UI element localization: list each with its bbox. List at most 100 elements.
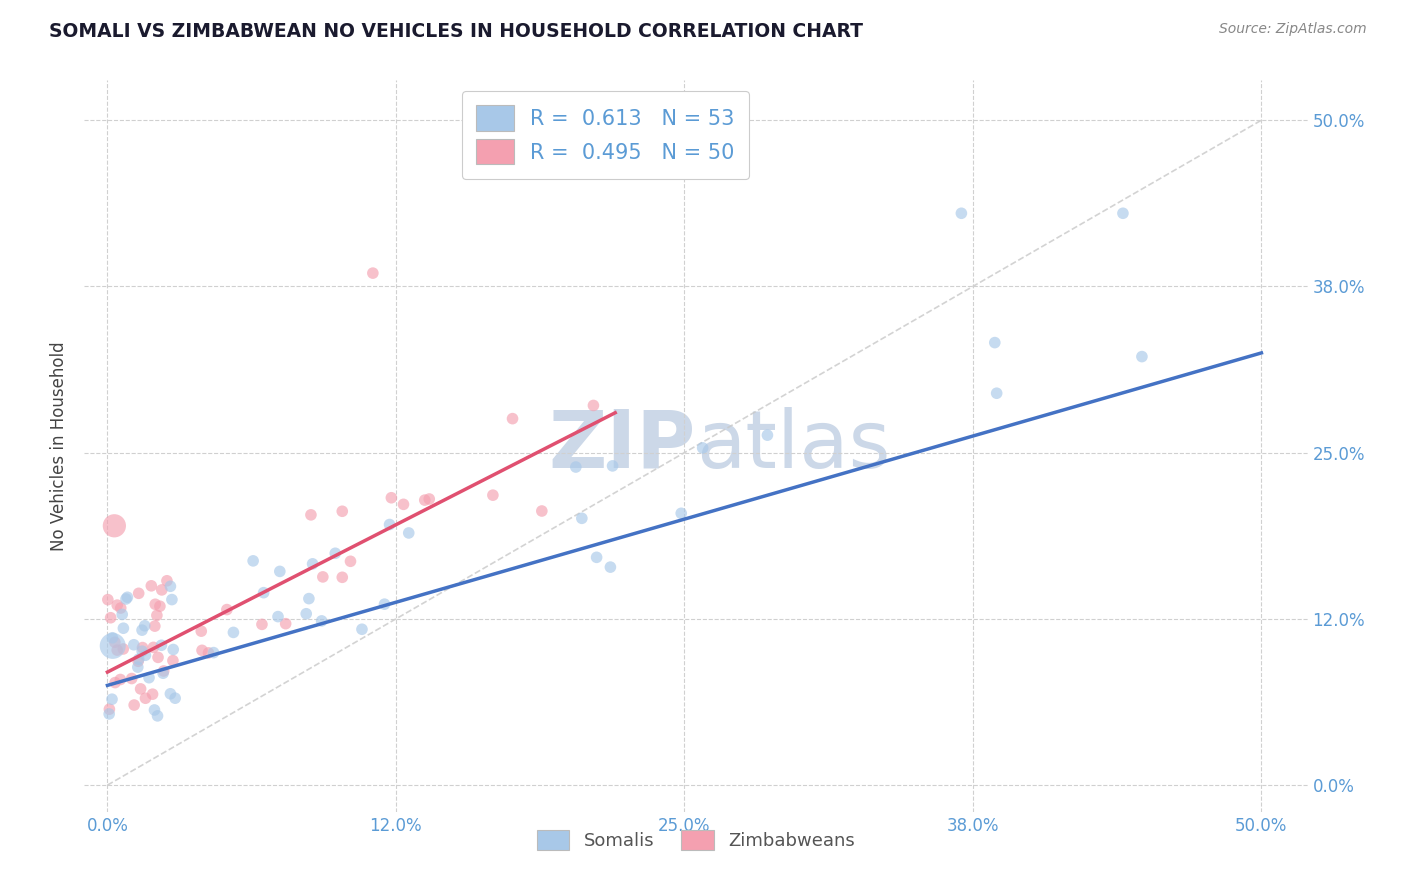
- Point: [571, 511, 593, 525]
- Point: [530, 504, 553, 518]
- Point: [103, 518, 125, 533]
- Point: [599, 560, 621, 574]
- Point: [138, 671, 160, 685]
- Point: [150, 638, 173, 652]
- Point: [112, 642, 135, 657]
- Point: [253, 585, 276, 599]
- Point: [131, 640, 153, 655]
- Point: [165, 691, 187, 706]
- Point: [269, 565, 291, 579]
- Point: [143, 703, 166, 717]
- Point: [146, 709, 169, 723]
- Point: [1130, 350, 1153, 364]
- Text: SOMALI VS ZIMBABWEAN NO VEHICLES IN HOUSEHOLD CORRELATION CHART: SOMALI VS ZIMBABWEAN NO VEHICLES IN HOUS…: [49, 22, 863, 41]
- Point: [101, 631, 124, 645]
- Point: [104, 675, 127, 690]
- Point: [149, 599, 172, 614]
- Point: [301, 557, 323, 571]
- Text: ZIP: ZIP: [548, 407, 696, 485]
- Point: [134, 691, 156, 706]
- Point: [111, 607, 134, 622]
- Point: [585, 550, 607, 565]
- Point: [312, 570, 335, 584]
- Point: [131, 623, 153, 637]
- Point: [98, 702, 121, 716]
- Point: [105, 643, 128, 657]
- Point: [127, 660, 149, 674]
- Point: [413, 493, 436, 508]
- Point: [295, 607, 318, 621]
- Point: [143, 619, 166, 633]
- Point: [950, 206, 973, 220]
- Point: [100, 611, 122, 625]
- Point: [131, 644, 153, 658]
- Point: [378, 517, 401, 532]
- Point: [602, 458, 624, 473]
- Legend: Somalis, Zimbabweans: Somalis, Zimbabweans: [530, 823, 862, 857]
- Point: [142, 640, 165, 655]
- Point: [104, 635, 127, 649]
- Text: Source: ZipAtlas.com: Source: ZipAtlas.com: [1219, 22, 1367, 37]
- Point: [152, 666, 174, 681]
- Point: [502, 411, 524, 425]
- Text: atlas: atlas: [696, 407, 890, 485]
- Point: [134, 648, 156, 663]
- Point: [482, 488, 505, 502]
- Point: [156, 574, 179, 588]
- Point: [202, 646, 225, 660]
- Y-axis label: No Vehicles in Household: No Vehicles in Household: [51, 341, 69, 551]
- Point: [146, 650, 169, 665]
- Point: [146, 608, 169, 623]
- Point: [150, 582, 173, 597]
- Point: [311, 614, 333, 628]
- Point: [143, 597, 166, 611]
- Point: [398, 525, 420, 540]
- Point: [110, 601, 132, 615]
- Point: [274, 616, 297, 631]
- Point: [267, 609, 290, 624]
- Point: [299, 508, 322, 522]
- Point: [134, 619, 156, 633]
- Point: [298, 591, 321, 606]
- Point: [152, 664, 174, 678]
- Point: [162, 654, 184, 668]
- Point: [122, 638, 145, 652]
- Point: [190, 624, 212, 639]
- Point: [1112, 206, 1135, 220]
- Point: [418, 491, 440, 506]
- Point: [141, 579, 163, 593]
- Point: [122, 698, 145, 712]
- Point: [222, 625, 245, 640]
- Point: [984, 335, 1007, 350]
- Point: [582, 399, 605, 413]
- Point: [350, 622, 373, 636]
- Point: [361, 266, 384, 280]
- Point: [159, 579, 181, 593]
- Point: [142, 687, 165, 701]
- Point: [565, 460, 588, 475]
- Point: [101, 639, 124, 653]
- Point: [110, 673, 132, 687]
- Point: [197, 646, 219, 660]
- Point: [98, 706, 121, 721]
- Point: [250, 617, 273, 632]
- Point: [339, 554, 361, 568]
- Point: [129, 681, 152, 696]
- Point: [112, 621, 135, 635]
- Point: [756, 428, 779, 442]
- Point: [159, 687, 181, 701]
- Point: [671, 506, 693, 520]
- Point: [160, 592, 183, 607]
- Point: [330, 504, 353, 518]
- Point: [162, 642, 184, 657]
- Point: [242, 554, 264, 568]
- Point: [101, 692, 124, 706]
- Point: [986, 386, 1008, 401]
- Point: [127, 654, 149, 668]
- Point: [105, 598, 128, 612]
- Point: [392, 497, 415, 511]
- Point: [128, 586, 150, 600]
- Point: [692, 441, 714, 455]
- Point: [323, 546, 346, 560]
- Point: [380, 491, 402, 505]
